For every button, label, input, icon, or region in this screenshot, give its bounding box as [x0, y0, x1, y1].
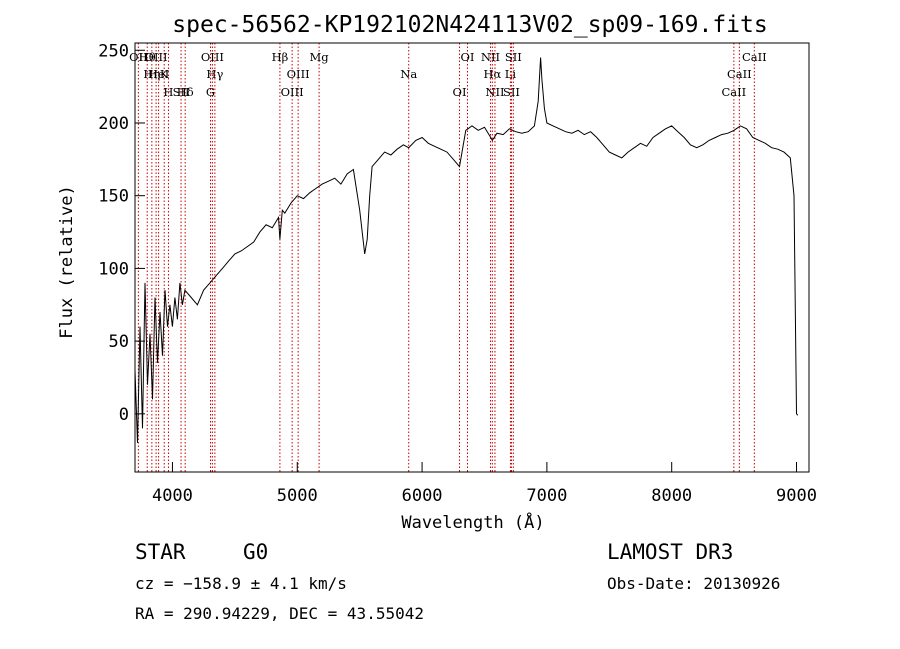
y-axis-label: Flux (relative)	[57, 185, 77, 339]
spectral-line-label: OIII	[145, 50, 168, 64]
coordinates: RA = 290.94229, DEC = 43.55042	[135, 604, 424, 623]
spectral-line-label: Mg	[310, 50, 330, 64]
spectral-line-label: SII	[503, 85, 520, 99]
y-tick-label: 150	[98, 187, 129, 207]
observation-date: Obs-Date: 20130926	[607, 574, 780, 593]
y-tick-label: 100	[98, 259, 129, 279]
spectral-line-label: Hγ	[206, 67, 223, 81]
x-tick-label: 6000	[402, 486, 443, 506]
x-tick-label: 4000	[152, 486, 193, 506]
object-subclass: G0	[243, 540, 268, 564]
spectral-line-label: OIII	[281, 85, 304, 99]
spectral-line-label: K	[160, 67, 169, 81]
plot-frame	[134, 42, 810, 473]
spectral-line-label: HeI	[148, 67, 169, 81]
spectral-line-label: Hα	[483, 67, 501, 81]
spectral-line-label: NII	[481, 50, 500, 64]
y-tick-label: 50	[109, 332, 129, 352]
x-axis-label: Wavelength (Å)	[401, 511, 544, 533]
spectral-line-label: SII	[505, 50, 522, 64]
spectral-line-label: NII	[485, 85, 504, 99]
spectral-line-label: Hβ	[272, 50, 289, 64]
spectral-line-label: OI	[453, 85, 467, 99]
y-axis-ticks: 0 50 100 150 200 250	[98, 41, 145, 425]
y-tick-label: 0	[119, 405, 129, 425]
spectral-line-markers	[137, 43, 755, 472]
spectral-line-label: Li	[505, 67, 517, 81]
redshift-velocity: cz = −158.9 ± 4.1 km/s	[135, 574, 347, 593]
x-axis-ticks: 4000 5000 6000 7000 8000 9000	[152, 462, 817, 506]
spectral-line-label: Hη	[143, 67, 160, 81]
y-tick-label: 200	[98, 114, 129, 134]
spectral-line-label: CaII	[742, 50, 767, 64]
x-tick-label: 7000	[526, 486, 567, 506]
spectral-line-label: OIII	[287, 67, 310, 81]
spectrum-line	[134, 57, 799, 443]
spectral-line-label: CaII	[727, 67, 752, 81]
x-tick-label: 9000	[776, 486, 817, 506]
spectral-line-label: Hδ	[177, 85, 194, 99]
x-tick-label: 8000	[651, 486, 692, 506]
spectral-line-label: OI	[461, 50, 475, 64]
spectral-line-labels: HθKHδOIIHeISIIOIIIHηHOIIIHγGHβOIIIOIIIMg…	[129, 50, 767, 99]
object-class: STAR	[135, 540, 186, 564]
spectral-line-label: H	[163, 85, 173, 99]
x-tick-label: 5000	[277, 486, 318, 506]
spectral-line-label: CaII	[721, 85, 746, 99]
spectral-line-label: G	[206, 85, 215, 99]
spectral-line-label: SII	[173, 85, 190, 99]
survey-name: LAMOST DR3	[607, 540, 733, 564]
chart-title: spec-56562-KP192102N424113V02_sp09-169.f…	[172, 12, 767, 38]
spectral-line-label: OIII	[201, 50, 224, 64]
y-tick-label: 250	[98, 41, 129, 61]
spectral-line-label: OII	[129, 50, 148, 64]
spectral-line-label: Na	[400, 67, 417, 81]
spectral-line-label: Hθ	[139, 50, 156, 64]
